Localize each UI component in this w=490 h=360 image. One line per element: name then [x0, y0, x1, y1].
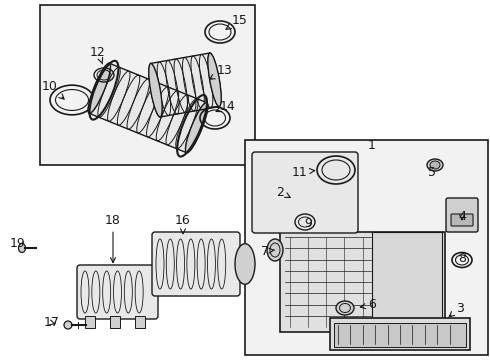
- Bar: [40, 5, 255, 165]
- Text: 18: 18: [105, 213, 121, 262]
- Ellipse shape: [336, 301, 354, 315]
- Text: 3: 3: [449, 302, 464, 317]
- Ellipse shape: [88, 63, 111, 113]
- Bar: [110, 316, 120, 328]
- Ellipse shape: [64, 321, 72, 329]
- Text: 1: 1: [368, 139, 376, 152]
- Ellipse shape: [208, 53, 221, 107]
- FancyBboxPatch shape: [280, 232, 445, 332]
- Text: 12: 12: [90, 45, 106, 64]
- Text: 9: 9: [304, 216, 312, 230]
- FancyBboxPatch shape: [451, 214, 473, 226]
- FancyBboxPatch shape: [152, 232, 240, 296]
- Text: 11: 11: [292, 166, 315, 179]
- Text: 8: 8: [458, 252, 466, 265]
- Ellipse shape: [149, 63, 162, 117]
- Text: 17: 17: [44, 316, 60, 329]
- Text: 15: 15: [226, 14, 248, 29]
- FancyBboxPatch shape: [372, 232, 441, 332]
- Text: 16: 16: [175, 213, 191, 234]
- Bar: [135, 316, 145, 328]
- FancyBboxPatch shape: [77, 265, 158, 319]
- Polygon shape: [89, 63, 207, 153]
- FancyBboxPatch shape: [446, 198, 478, 232]
- Ellipse shape: [427, 159, 443, 171]
- Text: 7: 7: [261, 244, 274, 257]
- Text: 14: 14: [216, 99, 236, 113]
- Ellipse shape: [267, 239, 283, 261]
- Ellipse shape: [235, 244, 255, 284]
- Bar: [245, 140, 488, 355]
- Text: 4: 4: [458, 210, 466, 222]
- Ellipse shape: [430, 161, 440, 169]
- Polygon shape: [151, 53, 219, 117]
- Text: 6: 6: [360, 298, 376, 311]
- FancyBboxPatch shape: [252, 152, 358, 233]
- Text: 13: 13: [210, 63, 233, 79]
- Text: 10: 10: [42, 80, 64, 99]
- FancyBboxPatch shape: [330, 318, 470, 350]
- Bar: [85, 316, 95, 328]
- Text: 2: 2: [276, 185, 290, 198]
- Ellipse shape: [185, 103, 208, 153]
- FancyBboxPatch shape: [334, 323, 466, 347]
- Text: 5: 5: [428, 166, 436, 179]
- Ellipse shape: [19, 243, 25, 252]
- Text: 19: 19: [10, 237, 26, 249]
